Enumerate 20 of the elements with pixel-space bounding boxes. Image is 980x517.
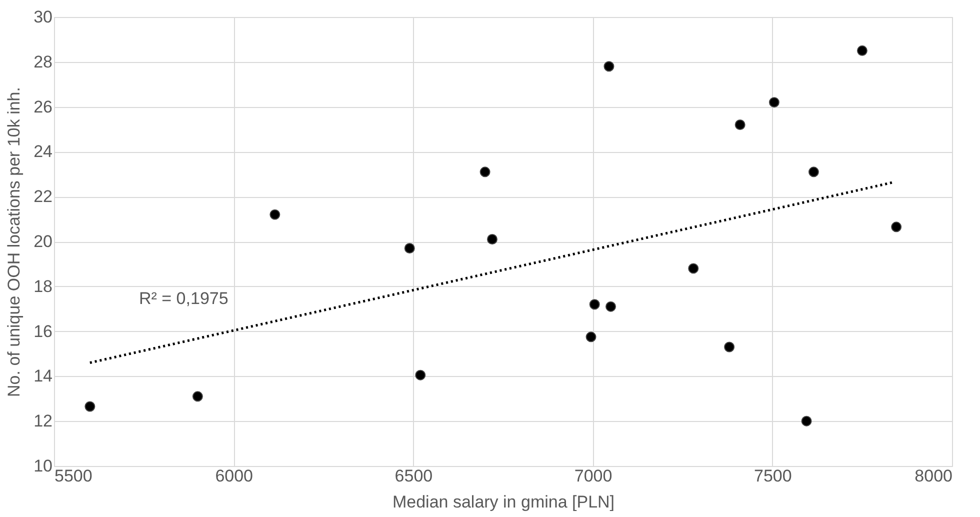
y-tick-label: 30 xyxy=(34,8,52,26)
x-tick-label: 7500 xyxy=(754,466,792,486)
x-tick-label: 5500 xyxy=(54,466,92,486)
x-axis-title: Median salary in gmina [PLN] xyxy=(392,492,615,512)
y-tick-label: 22 xyxy=(34,187,52,206)
annotation: R² = 0,1975 xyxy=(139,289,228,308)
x-tick-label: 6500 xyxy=(394,466,433,486)
y-tick-label: 12 xyxy=(34,412,52,431)
x-tick-label: 8000 xyxy=(914,466,952,486)
x-tick-label: 7000 xyxy=(574,466,612,486)
y-tick-label: 20 xyxy=(34,232,52,251)
y-tick-label: 14 xyxy=(34,366,52,386)
y-axis-title: No. of unique OOH locations per 10k inh. xyxy=(4,87,24,397)
y-tick-label: 18 xyxy=(34,276,52,296)
y-tick-label: 10 xyxy=(34,456,52,476)
y-tick-label: 16 xyxy=(34,322,52,341)
y-tick-label: 24 xyxy=(34,142,52,162)
y-tick-label: 28 xyxy=(34,52,52,72)
x-tick-label: 6000 xyxy=(215,466,254,486)
y-tick-label: 26 xyxy=(34,97,52,116)
